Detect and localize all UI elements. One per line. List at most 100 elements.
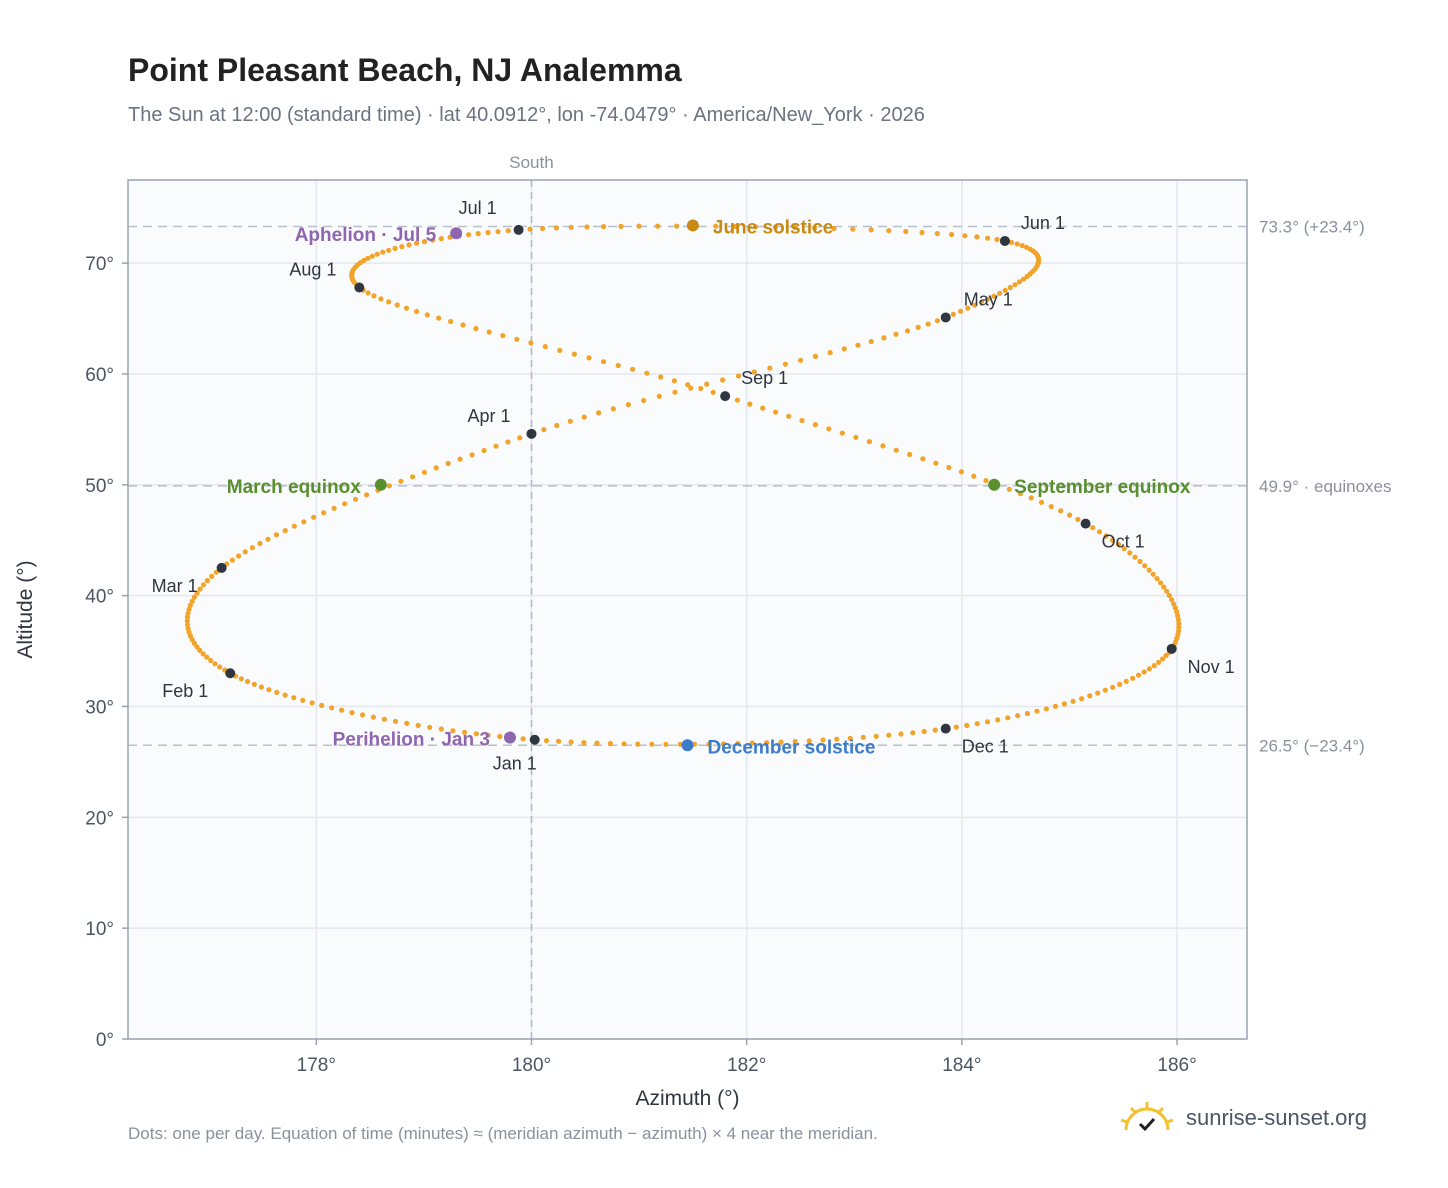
daily-sun-dot bbox=[520, 736, 526, 742]
daily-sun-dot bbox=[893, 331, 899, 337]
daily-sun-dot bbox=[886, 732, 892, 738]
daily-sun-dot bbox=[251, 681, 257, 687]
month-marker-label: Mar 1 bbox=[152, 576, 198, 596]
month-marker-dot bbox=[225, 668, 236, 679]
daily-sun-dot bbox=[827, 350, 833, 356]
daily-sun-dot bbox=[331, 505, 337, 511]
daily-sun-dot bbox=[1067, 512, 1073, 518]
daily-sun-dot bbox=[1176, 621, 1182, 627]
page-subtitle: The Sun at 12:00 (standard time) · lat 4… bbox=[128, 104, 925, 126]
daily-sun-dot bbox=[365, 290, 371, 296]
daily-sun-dot bbox=[349, 710, 355, 716]
month-marker-dot bbox=[513, 224, 524, 235]
daily-sun-dot bbox=[433, 465, 439, 471]
daily-sun-dot bbox=[1028, 495, 1034, 501]
daily-sun-dot bbox=[1136, 672, 1142, 678]
daily-sun-dot bbox=[212, 661, 218, 667]
month-marker-label: Nov 1 bbox=[1188, 657, 1235, 677]
month-marker-label: Feb 1 bbox=[162, 681, 208, 701]
daily-sun-dot bbox=[1102, 687, 1108, 693]
daily-sun-dot bbox=[1020, 276, 1027, 282]
daily-sun-dot bbox=[674, 223, 680, 229]
daily-sun-dot bbox=[386, 483, 392, 489]
daily-sun-dot bbox=[798, 357, 804, 363]
daily-sun-dot bbox=[1070, 698, 1076, 704]
daily-sun-dot bbox=[997, 290, 1003, 296]
daily-sun-dot bbox=[850, 226, 856, 232]
daily-sun-dot bbox=[369, 253, 375, 259]
daily-sun-dot bbox=[644, 370, 650, 376]
daily-sun-dot bbox=[1008, 239, 1015, 245]
daily-sun-dot bbox=[466, 232, 472, 238]
daily-sun-dot bbox=[1006, 486, 1012, 492]
daily-sun-dot bbox=[424, 312, 430, 318]
daily-sun-dot bbox=[720, 741, 727, 747]
daily-sun-dot bbox=[985, 235, 991, 241]
daily-sun-dot bbox=[677, 741, 683, 747]
daily-sun-dot bbox=[655, 223, 661, 229]
daily-sun-dot bbox=[898, 731, 904, 737]
daily-sun-dot bbox=[831, 225, 837, 232]
daily-sun-dot bbox=[197, 647, 203, 653]
daily-sun-dot bbox=[630, 366, 636, 372]
plot-frame bbox=[127, 179, 1248, 1040]
daily-sun-dot bbox=[915, 324, 921, 330]
daily-sun-dot bbox=[217, 664, 223, 670]
daily-sun-dot bbox=[610, 406, 616, 412]
daily-sun-dot bbox=[903, 228, 909, 235]
daily-sun-dot bbox=[500, 333, 506, 339]
daily-sun-dot bbox=[427, 724, 433, 730]
daily-sun-dot bbox=[448, 318, 454, 325]
y-axis-label: Altitude (°) bbox=[14, 560, 37, 658]
daily-sun-dot bbox=[792, 224, 798, 231]
daily-sun-dot bbox=[1150, 571, 1156, 577]
daily-sun-dot bbox=[594, 740, 600, 746]
daily-sun-dot bbox=[772, 224, 779, 230]
daily-sun-dot bbox=[1002, 287, 1008, 293]
daily-sun-dot bbox=[1109, 537, 1115, 543]
daily-sun-dot bbox=[984, 719, 991, 725]
daily-sun-dot bbox=[204, 654, 210, 660]
daily-sun-dot bbox=[978, 299, 985, 305]
daily-sun-dot bbox=[481, 447, 487, 454]
daily-sun-dot bbox=[641, 397, 647, 404]
daily-sun-dot bbox=[880, 443, 886, 449]
month-marker-label: Apr 1 bbox=[467, 406, 510, 426]
month-marker-dot bbox=[940, 312, 951, 323]
daily-sun-dot bbox=[438, 236, 444, 242]
daily-sun-dot bbox=[189, 598, 195, 604]
daily-sun-dot bbox=[1019, 243, 1025, 249]
daily-sun-dot bbox=[1016, 279, 1023, 285]
daily-sun-dot bbox=[1163, 653, 1169, 659]
daily-sun-dot bbox=[820, 737, 826, 743]
daily-sun-dot bbox=[436, 315, 442, 321]
daily-sun-dot bbox=[200, 651, 206, 657]
daily-sun-dot bbox=[1079, 696, 1085, 702]
daily-sun-dot bbox=[983, 478, 989, 484]
daily-sun-dot bbox=[450, 728, 456, 734]
daily-sun-dot bbox=[839, 430, 845, 436]
brand[interactable]: sunrise-sunset.org bbox=[1118, 1100, 1367, 1136]
daily-sun-dot bbox=[242, 549, 248, 555]
daily-sun-dot bbox=[1175, 613, 1181, 619]
month-marker-dot bbox=[999, 235, 1010, 246]
daily-sun-dot bbox=[1052, 703, 1059, 710]
daily-sun-dot bbox=[962, 233, 968, 239]
daily-sun-dot bbox=[381, 716, 387, 722]
daily-sun-dot bbox=[710, 389, 716, 395]
daily-sun-dot bbox=[301, 519, 307, 525]
daily-sun-dot bbox=[1146, 567, 1152, 573]
daily-sun-dot bbox=[1161, 584, 1167, 590]
daily-sun-dot bbox=[596, 410, 602, 416]
daily-sun-dot bbox=[542, 344, 548, 350]
daily-sun-dot bbox=[1034, 708, 1040, 714]
daily-sun-dot bbox=[635, 741, 641, 747]
daily-sun-dot bbox=[893, 447, 899, 453]
month-marker-label: Jul 1 bbox=[459, 198, 497, 218]
daily-sun-dot bbox=[414, 240, 420, 246]
daily-sun-dot bbox=[995, 717, 1001, 723]
daily-sun-dot bbox=[1043, 706, 1049, 712]
month-marker-dot bbox=[1080, 518, 1091, 529]
daily-sun-dot bbox=[475, 231, 481, 237]
